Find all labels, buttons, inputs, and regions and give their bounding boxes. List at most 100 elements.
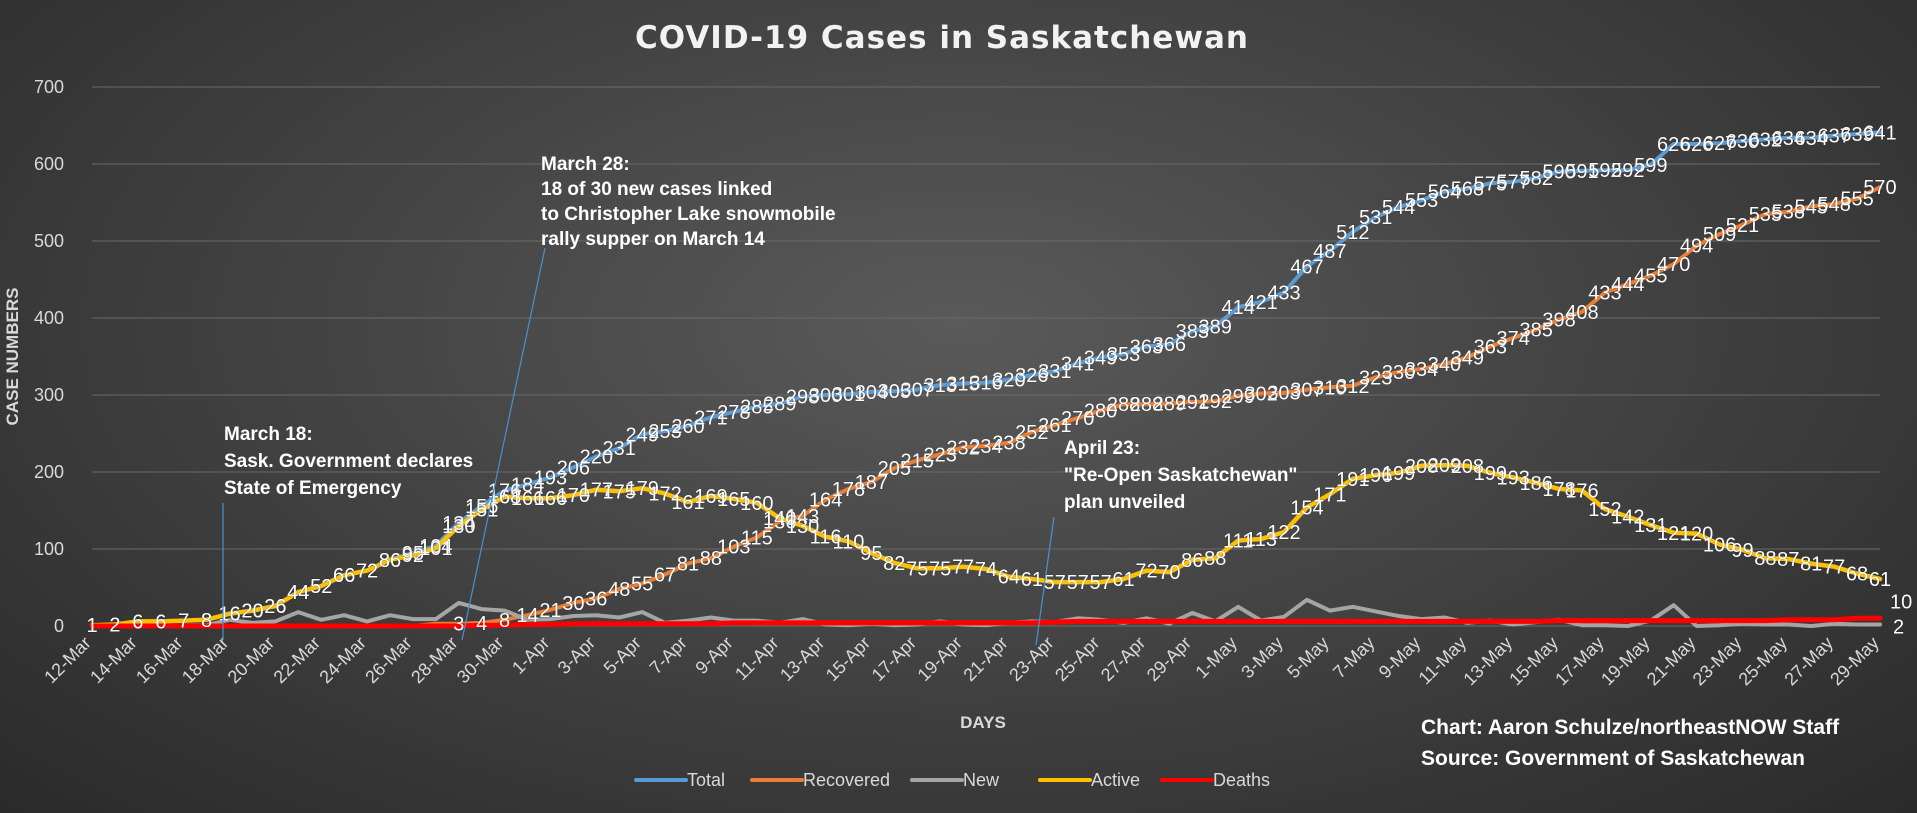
data-label-active: 92 [402,545,424,567]
data-label-recovered: 232 [946,437,979,459]
x-tick-label: 18-Mar [178,633,232,687]
data-label-active: 169 [694,486,727,508]
data-label-active: 177 [580,480,613,502]
y-tick-label: 600 [34,154,64,174]
data-label-total: 6 [132,611,143,633]
legend-item-total[interactable]: Total [687,770,725,790]
data-label-recovered: 330 [1382,362,1415,384]
data-label-total: 592 [1588,160,1621,182]
y-tick-label: 300 [34,385,64,405]
x-tick-label: 29-Apr [1143,633,1195,685]
data-label-active: 113 [1245,529,1277,551]
x-tick-label: 9-Apr [691,633,736,678]
data-label-total: 253 [648,421,681,443]
data-label-active: 7 [178,611,189,633]
data-label-active: 86 [1181,550,1203,572]
data-label-active: 196 [1359,465,1392,487]
data-label-total: 544 [1382,197,1415,219]
data-label-total: 627 [1703,133,1736,155]
data-label-total: 249 [625,424,658,446]
data-label-total: 26 [264,596,286,618]
annotation-text: March 18: [224,424,313,445]
data-label-active: 208 [1451,456,1484,478]
data-label-total: 316 [969,373,1002,395]
data-label-total: 156 [465,496,498,518]
data-label-recovered: 289 [1153,393,1186,415]
data-label-active: 193 [1497,467,1530,489]
data-label-recovered: 302 [1244,383,1277,405]
data-label-total: 626 [1680,134,1713,156]
data-label-active: 52 [310,576,332,598]
data-label-active: 178 [1542,479,1575,501]
x-tick-label: 1-Apr [508,633,553,678]
data-label-total: 467 [1290,256,1323,278]
data-label-recovered: 323 [1359,367,1392,389]
annotation-text: State of Emergency [224,478,402,499]
data-label-total: 592 [1611,160,1644,182]
x-tick-label: 21-May [1643,633,1700,690]
data-label-total: 590 [1542,162,1575,184]
data-label-recovered: 312 [1336,376,1369,398]
x-tick-label: 26-Mar [361,633,415,687]
data-label-recovered: 36 [585,588,607,610]
data-label-total: 278 [717,402,750,424]
data-label-active: 82 [883,553,905,575]
data-label-active: 16 [218,604,240,626]
data-label-active: 20 [241,601,263,623]
data-label-recovered: 205 [878,458,911,480]
annotation-text: "Re-Open Saskatchewan" [1064,465,1297,486]
data-label-recovered: 223 [923,444,956,466]
x-tick-label: 5-Apr [600,633,645,678]
data-label-total: 366 [1153,334,1186,356]
legend-item-new[interactable]: New [963,770,1000,790]
legend-item-active[interactable]: Active [1091,770,1140,790]
data-label-total: 341 [1061,353,1094,375]
data-label-active: 57 [1089,572,1111,594]
data-label-recovered: 570 [1863,177,1896,199]
data-label-recovered: 187 [855,472,888,494]
x-tick-label: 11-May [1415,633,1471,689]
data-label-total: 2 [109,614,120,636]
data-label-recovered: 164 [809,490,842,512]
data-label-recovered: 4 [476,613,487,635]
legend[interactable]: Total Recovered New Active Deaths [634,770,1270,790]
data-label-total: 326 [1015,365,1048,387]
data-label-recovered: 470 [1657,254,1690,276]
data-label-recovered: 310 [1313,377,1346,399]
x-tick-label: 24-Mar [315,633,369,687]
legend-item-deaths[interactable]: Deaths [1213,770,1270,790]
y-axis-label: CASE NUMBERS [3,288,22,426]
x-tick-label: 19-Apr [914,633,966,685]
data-label-active: 61 [1112,569,1134,591]
data-label-active: 106 [1703,534,1736,556]
data-label-total: 220 [580,447,613,469]
data-label-recovered: 509 [1703,224,1736,246]
x-tick-label: 27-Apr [1097,633,1149,685]
data-label-total: 206 [557,457,590,479]
y-tick-label: 700 [34,77,64,97]
x-tick-label: 12-Mar [40,633,94,687]
annotation-text: March 28: [541,154,630,175]
data-label-total: 44 [287,582,309,604]
x-tick-label: 3-May [1237,633,1287,683]
data-label-total: 363 [1130,336,1163,358]
data-label-recovered: 55 [631,574,653,596]
x-axis-label: DAYS [960,713,1006,732]
data-label-recovered: 115 [741,527,773,549]
data-label-active: 72 [356,561,378,583]
data-label-total: 414 [1221,297,1254,319]
data-label-total: 383 [1176,321,1209,343]
data-label-total: 193 [534,467,567,489]
data-label-recovered: 555 [1840,189,1873,211]
y-tick-label: 200 [34,462,64,482]
data-label-recovered: 238 [992,433,1025,455]
data-label-active: 75 [906,558,928,580]
legend-item-recovered[interactable]: Recovered [803,770,890,790]
annotation-text: 18 of 30 new cases linked [541,179,772,200]
data-label-total: 260 [671,416,704,438]
data-label-recovered: 521 [1726,215,1759,237]
data-label-recovered: 48 [608,579,630,601]
data-label-total: 591 [1565,161,1598,183]
data-label-recovered: 385 [1519,320,1552,342]
data-label-active: 77 [1823,557,1845,579]
